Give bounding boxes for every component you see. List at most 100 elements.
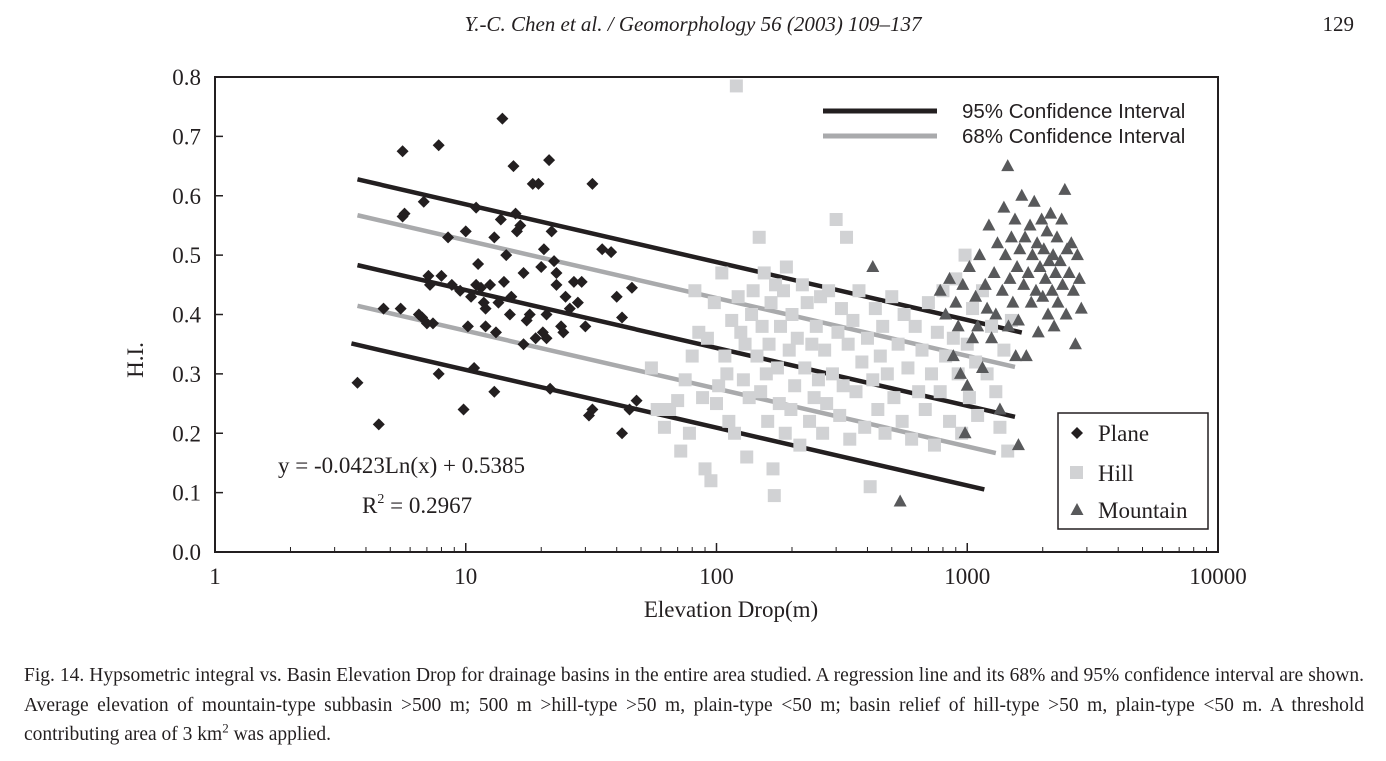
- mountain-point: [1003, 271, 1017, 284]
- y-tick-label: 0.0: [172, 540, 201, 565]
- confidence-line-lower-95: [350, 341, 985, 492]
- hill-point: [895, 414, 909, 428]
- plane-point: [494, 213, 507, 226]
- hill-point: [776, 284, 790, 298]
- hill-point: [650, 403, 664, 416]
- mountain-point: [1050, 230, 1064, 243]
- legend-hill-label: Hill: [1098, 461, 1134, 486]
- plane-point: [505, 290, 518, 303]
- mountain-point: [1041, 307, 1055, 320]
- mountain-point: [971, 319, 985, 332]
- mountain-point: [1013, 242, 1027, 255]
- plane-point: [488, 231, 501, 244]
- plane-point: [432, 367, 445, 380]
- plane-point: [550, 278, 563, 291]
- plane-point: [567, 275, 580, 288]
- mountain-point: [1035, 212, 1049, 225]
- hill-point: [793, 438, 807, 452]
- plane-point: [514, 219, 527, 232]
- hill-point: [946, 331, 960, 345]
- hill-point: [795, 278, 809, 292]
- hill-point: [767, 489, 781, 503]
- mountain-point: [951, 319, 965, 332]
- plane-point: [535, 261, 548, 273]
- hill-point: [871, 403, 885, 416]
- hill-point: [682, 426, 696, 440]
- hill-point: [921, 296, 935, 310]
- hill-point: [805, 337, 819, 351]
- hill-point: [778, 426, 792, 440]
- hill-point: [943, 414, 957, 428]
- mountain-point: [1011, 438, 1025, 451]
- mountain-point: [978, 277, 992, 290]
- plane-point: [489, 326, 502, 339]
- hill-point: [685, 349, 699, 363]
- hill-point: [785, 308, 799, 321]
- journal-citation: Y.-C. Chen et al. / Geomorphology 56 (20…: [464, 12, 922, 36]
- running-head: Y.-C. Chen et al. / Geomorphology 56 (20…: [0, 12, 1386, 42]
- hill-point: [918, 403, 932, 416]
- plane-point: [470, 201, 483, 214]
- plane-point: [605, 246, 618, 259]
- mountain-point: [997, 200, 1011, 213]
- plane-point: [432, 139, 445, 152]
- hill-point: [829, 213, 843, 226]
- hill-point: [840, 230, 854, 244]
- mountain-point: [1017, 277, 1031, 290]
- mountain-point: [1001, 319, 1015, 332]
- hill-point: [866, 373, 880, 387]
- mountain-point: [966, 331, 980, 344]
- hill-point: [678, 373, 692, 387]
- mountain-point: [1040, 224, 1054, 237]
- hill-point: [784, 403, 798, 416]
- hill-point: [700, 331, 714, 345]
- plane-point: [537, 243, 550, 256]
- mountain-point: [1010, 260, 1024, 272]
- hill-point: [688, 284, 702, 298]
- mountain-point: [982, 218, 996, 231]
- mountain-point: [1049, 265, 1063, 278]
- plane-point: [422, 269, 435, 282]
- hill-point: [774, 319, 788, 333]
- figure-caption: Fig. 14. Hypsometric integral vs. Basin …: [24, 661, 1364, 750]
- hill-point: [885, 290, 899, 304]
- mountain-point: [1019, 349, 1033, 362]
- mountain-point: [1045, 283, 1059, 296]
- plane-point: [398, 207, 411, 220]
- mountain-point: [1044, 206, 1058, 219]
- mountain-point: [969, 289, 983, 302]
- x-tick-label: 1000: [944, 564, 990, 589]
- mountain-point: [1046, 248, 1060, 261]
- line-legend: 95% Confidence Interval 68% Confidence I…: [823, 100, 1185, 148]
- plane-point: [468, 361, 481, 374]
- hill-point: [927, 438, 941, 452]
- mountain-point: [1031, 325, 1045, 338]
- mountain-point: [980, 301, 994, 314]
- hill-point: [843, 432, 857, 446]
- plane-point: [377, 302, 390, 315]
- hill-point: [674, 444, 688, 458]
- legend-mountain-label: Mountain: [1098, 498, 1188, 523]
- mountain-point: [893, 494, 907, 507]
- plane-point: [497, 275, 510, 288]
- y-tick-label: 0.1: [172, 481, 201, 506]
- plane-point: [571, 296, 584, 309]
- legend-hill-marker: [1070, 466, 1083, 479]
- x-axis-label: Elevation Drop(m): [644, 597, 818, 622]
- plane-point: [517, 266, 530, 279]
- hill-point: [736, 373, 750, 387]
- hill-point: [820, 397, 834, 411]
- mountain-point: [1009, 349, 1023, 362]
- plane-point: [442, 231, 455, 244]
- hill-point: [901, 361, 915, 375]
- hill-point: [657, 420, 671, 434]
- line-legend-95-label: 95% Confidence Interval: [962, 100, 1185, 123]
- mountain-points: [866, 159, 1088, 507]
- hill-point: [924, 367, 938, 381]
- hill-point: [873, 349, 887, 363]
- hill-point: [816, 426, 830, 440]
- mountain-point: [1024, 295, 1038, 308]
- mountain-point: [1027, 194, 1041, 207]
- hill-point: [798, 361, 812, 375]
- hill-point: [908, 319, 922, 333]
